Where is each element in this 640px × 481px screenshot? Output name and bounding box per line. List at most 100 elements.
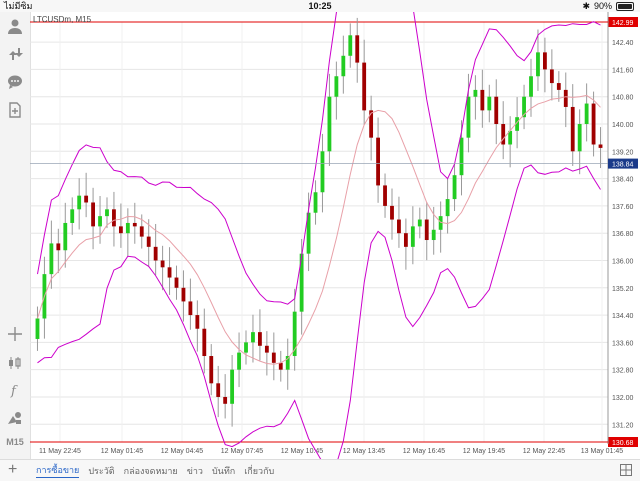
candle-body xyxy=(570,106,575,152)
y-tick-label: 141.60 xyxy=(612,67,634,74)
candle-body xyxy=(258,332,262,346)
candle-body xyxy=(244,342,248,353)
candle-body xyxy=(174,277,179,288)
tab-about[interactable]: เกี่ยวกับ xyxy=(244,465,275,476)
candle-body xyxy=(285,356,290,370)
y-tick-label: 139.20 xyxy=(612,149,634,156)
tab-journal[interactable]: บันทึก xyxy=(211,465,236,476)
candle-body xyxy=(278,362,283,370)
candle-body xyxy=(501,124,506,145)
price-level-tag xyxy=(608,437,638,447)
bollinger-lower-band xyxy=(37,164,601,459)
candle-body xyxy=(466,96,471,138)
x-tick-label: 13 May 01:45 xyxy=(581,448,624,455)
bollinger-middle-band xyxy=(37,94,601,365)
candle-body xyxy=(543,52,547,70)
candle-body xyxy=(264,345,269,353)
candle-body xyxy=(549,69,554,84)
candle-body xyxy=(105,209,109,217)
add-icon[interactable]: + xyxy=(8,461,18,478)
y-tick-label: 142.40 xyxy=(612,40,634,47)
price-level-tag xyxy=(608,17,638,27)
candle-body xyxy=(459,137,464,176)
candle-body xyxy=(209,356,214,384)
candle-body xyxy=(397,219,401,234)
candle-body xyxy=(167,267,172,278)
candle-body xyxy=(202,328,207,357)
candle-body xyxy=(473,89,478,97)
carrier-label: ไม่มีซิม xyxy=(4,1,33,11)
candle-body xyxy=(522,96,526,118)
tab-history[interactable]: ประวัติ xyxy=(88,465,115,476)
candle-body xyxy=(195,315,200,329)
candle-body xyxy=(188,301,193,316)
candle-body xyxy=(84,195,89,203)
bluetooth-icon: ✱ xyxy=(582,1,590,11)
candle-body xyxy=(410,226,415,247)
y-tick-label: 136.80 xyxy=(612,231,634,238)
timeframe-button[interactable]: M15 xyxy=(6,437,24,447)
candle-body xyxy=(313,192,318,213)
chart-title: LTCUSDm, M15 xyxy=(33,15,92,24)
price-chart[interactable]: 142.99 142.40 141.60 140.80 140.00 139.20 138.… xyxy=(30,12,640,459)
y-tick-label: 140.80 xyxy=(612,95,634,102)
candle-body xyxy=(334,76,339,97)
status-right: ✱ 90% xyxy=(582,0,634,12)
objects-icon[interactable] xyxy=(5,408,25,428)
candle-body xyxy=(292,311,297,357)
chart-type-icon[interactable] xyxy=(5,353,25,373)
candle-body xyxy=(515,117,520,131)
x-tick-label: 12 May 22:45 xyxy=(523,448,566,455)
candle-body xyxy=(556,83,561,90)
y-tick-label: 137.60 xyxy=(612,204,634,211)
candle-body xyxy=(390,205,394,220)
current-price-label: 138.84 xyxy=(612,162,634,169)
candle-body xyxy=(139,226,144,237)
candle-body xyxy=(424,219,429,241)
candle-body xyxy=(536,52,540,77)
candle-body xyxy=(35,318,40,339)
left-toolbar: f xyxy=(0,12,31,459)
x-tick-label: 12 May 16:45 xyxy=(403,448,446,455)
candle-body xyxy=(299,253,304,312)
candle-body xyxy=(577,124,582,152)
candle-body xyxy=(376,137,380,186)
candle-body xyxy=(341,55,346,77)
candle-body xyxy=(445,199,450,217)
candle-body xyxy=(63,222,68,251)
svg-text:f: f xyxy=(10,384,18,398)
y-tick-label: 140.00 xyxy=(612,122,634,129)
x-tick-label: 12 May 04:45 xyxy=(161,448,204,455)
trade-arrows-icon[interactable] xyxy=(5,44,25,64)
x-tick-label: 12 May 13:45 xyxy=(343,448,386,455)
current-price-tag xyxy=(608,158,638,169)
layout-grid-icon[interactable] xyxy=(620,464,632,476)
candle-body xyxy=(112,209,116,227)
chat-icon[interactable] xyxy=(5,72,25,92)
y-tick-label: 136.00 xyxy=(612,258,634,265)
candle-body xyxy=(355,35,360,63)
candle-body xyxy=(306,212,311,254)
tab-news[interactable]: ข่าว xyxy=(186,465,203,476)
x-tick-label: 12 May 01:45 xyxy=(101,448,144,455)
y-tick-label: 138.40 xyxy=(612,177,634,184)
y-tick-label: 131.20 xyxy=(612,422,634,429)
tab-mailbox[interactable]: กล่องจดหมาย xyxy=(123,465,178,476)
candle-body xyxy=(98,216,102,227)
account-icon[interactable] xyxy=(5,16,25,36)
indicators-icon[interactable]: f xyxy=(5,380,25,400)
y-tick-label: 134.40 xyxy=(612,313,634,320)
candle-body xyxy=(251,332,255,343)
candle-body xyxy=(508,130,513,145)
crosshair-icon[interactable] xyxy=(5,324,25,344)
candle-body xyxy=(598,144,603,148)
tab-trade[interactable]: การซื้อขาย xyxy=(36,463,80,478)
bollinger-upper-band xyxy=(37,12,601,305)
candle-body xyxy=(369,110,374,138)
chart-svg: 142.99 142.40 141.60 140.80 140.00 139.20 138.… xyxy=(30,12,638,459)
candle-body xyxy=(584,103,589,125)
candle-body xyxy=(452,175,457,200)
new-order-icon[interactable] xyxy=(5,100,25,120)
candle-body xyxy=(70,209,75,223)
candle-body xyxy=(146,236,151,247)
